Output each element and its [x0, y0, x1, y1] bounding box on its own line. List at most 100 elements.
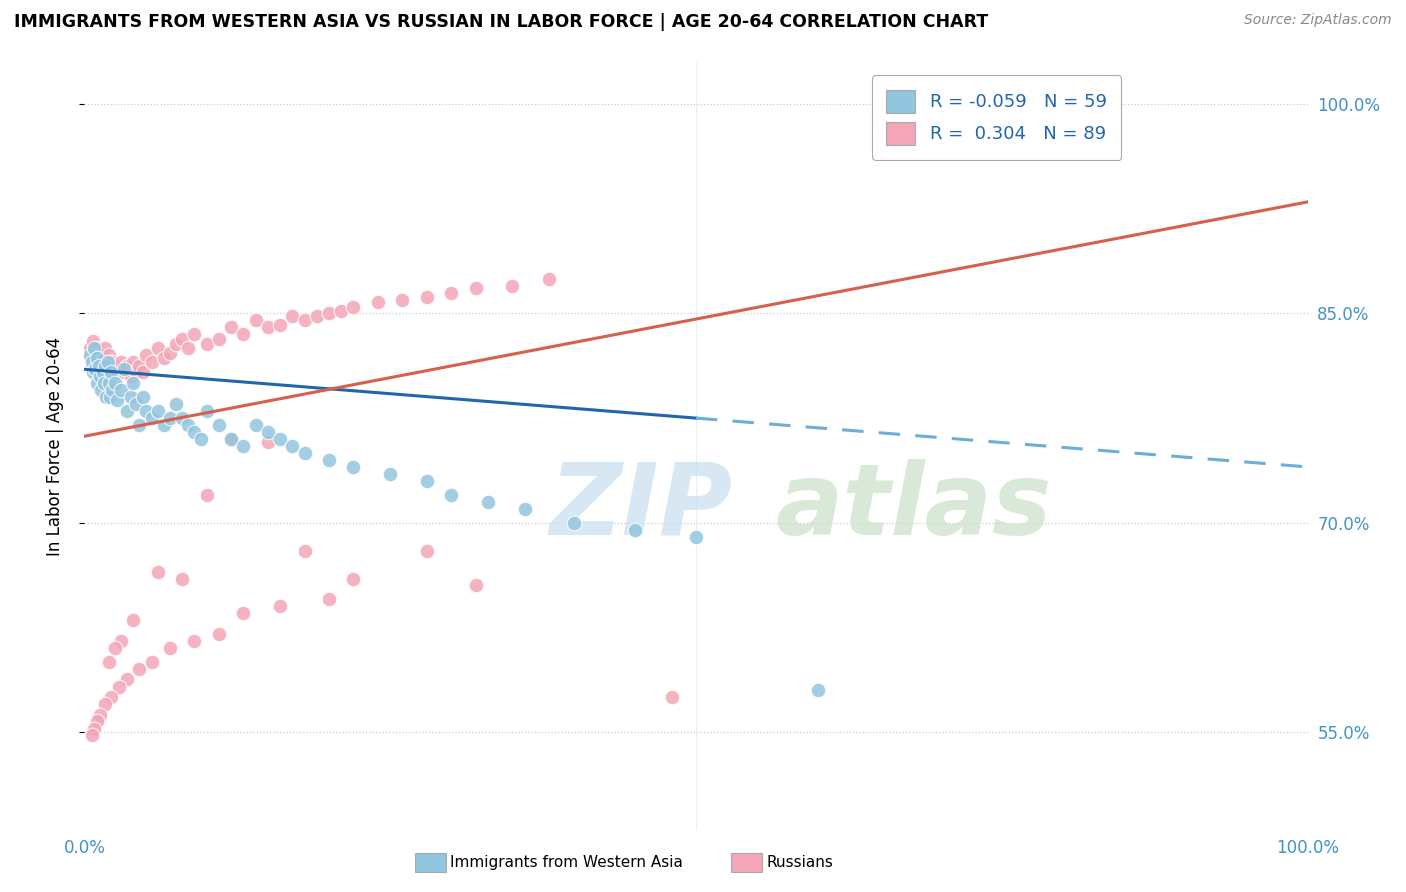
- Point: [380, 467, 402, 481]
- Point: [91, 348, 114, 362]
- Point: [219, 320, 242, 334]
- Point: [477, 495, 499, 509]
- Point: [190, 432, 212, 446]
- Point: [135, 404, 157, 418]
- Point: [183, 425, 205, 439]
- Text: atlas: atlas: [776, 458, 1052, 556]
- Point: [294, 313, 316, 327]
- Point: [294, 446, 316, 460]
- Point: [112, 365, 135, 379]
- Point: [195, 488, 218, 502]
- Point: [294, 543, 316, 558]
- Point: [440, 488, 463, 502]
- Point: [128, 662, 150, 676]
- Point: [165, 337, 187, 351]
- Point: [391, 293, 413, 307]
- Point: [101, 355, 124, 369]
- Point: [82, 365, 104, 379]
- Point: [90, 365, 112, 379]
- Point: [98, 359, 121, 374]
- Point: [128, 359, 150, 374]
- Point: [177, 342, 200, 356]
- Point: [122, 613, 145, 627]
- Point: [257, 320, 280, 334]
- Point: [232, 439, 254, 453]
- Point: [87, 348, 110, 362]
- Point: [80, 351, 103, 365]
- Point: [342, 300, 364, 314]
- Point: [105, 365, 128, 379]
- Point: [107, 681, 129, 695]
- Point: [135, 348, 157, 362]
- Point: [440, 285, 463, 300]
- Point: [183, 634, 205, 648]
- Point: [115, 359, 138, 374]
- Y-axis label: In Labor Force | Age 20-64: In Labor Force | Age 20-64: [45, 336, 63, 556]
- Point: [110, 383, 132, 397]
- Point: [159, 411, 181, 425]
- Point: [318, 592, 340, 607]
- Point: [77, 348, 100, 362]
- Point: [281, 310, 304, 324]
- Point: [172, 332, 194, 346]
- Point: [269, 318, 291, 332]
- Point: [79, 342, 101, 356]
- Point: [159, 345, 181, 359]
- Point: [100, 365, 122, 379]
- Point: [245, 313, 267, 327]
- Point: [661, 690, 683, 704]
- Point: [97, 355, 120, 369]
- Point: [153, 351, 176, 365]
- Text: Immigrants from Western Asia: Immigrants from Western Asia: [450, 855, 683, 870]
- Point: [685, 530, 707, 544]
- Point: [269, 599, 291, 614]
- Point: [342, 459, 364, 474]
- Point: [416, 543, 439, 558]
- Point: [89, 708, 111, 723]
- Point: [94, 359, 117, 374]
- Point: [165, 397, 187, 411]
- Point: [513, 501, 536, 516]
- Point: [367, 295, 389, 310]
- Point: [122, 355, 145, 369]
- Point: [159, 641, 181, 656]
- Point: [86, 714, 108, 728]
- Text: Source: ZipAtlas.com: Source: ZipAtlas.com: [1244, 13, 1392, 28]
- Point: [219, 432, 242, 446]
- Point: [125, 397, 148, 411]
- Point: [132, 365, 155, 379]
- Point: [183, 327, 205, 342]
- Point: [96, 390, 118, 404]
- Point: [120, 369, 142, 384]
- Point: [115, 672, 138, 686]
- Point: [141, 355, 163, 369]
- Point: [83, 722, 105, 736]
- Point: [208, 332, 231, 346]
- Point: [208, 418, 231, 433]
- Point: [153, 418, 176, 433]
- Point: [86, 376, 108, 391]
- Point: [86, 351, 108, 365]
- Legend: R = -0.059   N = 59, R =  0.304   N = 89: R = -0.059 N = 59, R = 0.304 N = 89: [872, 75, 1121, 160]
- Text: Russians: Russians: [766, 855, 834, 870]
- Point: [97, 376, 120, 391]
- Point: [104, 641, 127, 656]
- Point: [146, 565, 169, 579]
- Point: [195, 404, 218, 418]
- Point: [257, 434, 280, 449]
- Point: [97, 355, 120, 369]
- Point: [177, 418, 200, 433]
- Point: [416, 474, 439, 488]
- Point: [89, 355, 111, 369]
- Point: [269, 432, 291, 446]
- Point: [98, 390, 121, 404]
- Point: [83, 345, 105, 359]
- Point: [342, 572, 364, 586]
- Point: [141, 411, 163, 425]
- Point: [82, 334, 104, 349]
- Point: [318, 453, 340, 467]
- Point: [89, 369, 111, 384]
- Point: [624, 523, 647, 537]
- Point: [90, 383, 112, 397]
- Point: [562, 516, 585, 530]
